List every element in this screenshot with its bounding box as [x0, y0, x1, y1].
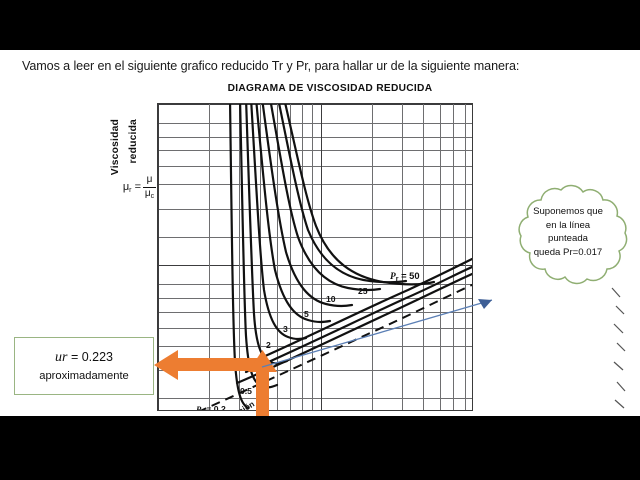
gridline-x-minor	[290, 104, 291, 410]
gridline-x-major	[321, 104, 323, 410]
curve-envelope-lower	[235, 272, 472, 385]
gridline-x-minor	[312, 104, 313, 410]
cloud-callout: Suponemos que en la línea punteada queda…	[498, 183, 638, 305]
curve-envelope-upper	[252, 257, 472, 363]
curve-envelope-mid	[244, 265, 472, 374]
cloud-line-1: Suponemos que	[533, 206, 603, 217]
cloud-line-3: punteada	[547, 233, 588, 245]
curve-label-pr02: Pr = 0.2	[196, 404, 226, 411]
gridline-x-minor	[465, 104, 466, 410]
gridline-y-minor	[158, 184, 472, 185]
curve-label-pr2: 2	[266, 340, 271, 350]
gridline-x-minor	[372, 104, 373, 410]
gridline-x-minor	[209, 104, 210, 410]
curve-label-pr5: 5	[304, 309, 309, 319]
gridline-x-major	[158, 104, 160, 410]
gridline-y-minor	[158, 284, 472, 285]
curve-group	[200, 104, 472, 410]
curve-label-pr3: 3	[283, 324, 288, 334]
gridline-x-minor	[277, 104, 278, 410]
gridline-x-minor	[239, 104, 240, 410]
result-value: = 0.223	[70, 350, 113, 364]
curve-pr50	[284, 104, 436, 286]
gridline-y-minor	[158, 209, 472, 210]
cloud-shape-icon	[518, 184, 628, 285]
gridline-y-10	[158, 104, 472, 106]
gridline-x-minor	[402, 104, 403, 410]
gridline-y-minor	[158, 166, 472, 167]
lead-sentence: Vamos a leer en el siguiente grafico red…	[22, 59, 520, 73]
gridline-y-minor	[158, 150, 472, 151]
result-value-line: ur = 0.223	[55, 350, 113, 366]
cloud-line-4: queda Pr=0.017	[533, 246, 603, 258]
gridline-x-minor	[440, 104, 441, 410]
gridline-y-minor	[158, 137, 472, 138]
gridline-x-minor	[423, 104, 424, 410]
curve-label-pr1: 1	[253, 359, 258, 369]
plot-area: 10 1	[157, 103, 473, 411]
gridline-y-1	[158, 265, 472, 267]
viscosity-chart: DIAGRAMA DE VISCOSIDAD REDUCIDA Viscosid…	[108, 83, 480, 416]
y-axis-label-line2: reducida	[128, 119, 139, 164]
gridline-x-minor	[453, 104, 454, 410]
gridline-x-minor	[302, 104, 303, 410]
curve-pr02	[228, 104, 250, 410]
curve-label-pr25: 25	[358, 286, 368, 296]
curve-pr1	[245, 104, 289, 365]
chart-title: DIAGRAMA DE VISCOSIDAD REDUCIDA	[227, 83, 433, 94]
y-axis-label-line1: Viscosidad	[110, 119, 121, 176]
gridline-y-minor	[158, 370, 472, 371]
curve-label-pr50: Pr = 50	[390, 270, 420, 283]
curve-pr25	[278, 104, 408, 284]
gridline-y-minor	[158, 398, 472, 399]
gridline-y-minor	[158, 237, 472, 238]
curve-label-pr10: 10	[326, 294, 336, 304]
result-callout-box: ur = 0.223 aproximadamente	[14, 337, 154, 395]
curve-pr10	[269, 104, 382, 292]
y-axis-formula: μr = μ μc	[122, 174, 156, 200]
cloud-line-2: en la línea	[545, 219, 591, 231]
cloud-callout-text: Suponemos que en la línea punteada queda…	[512, 205, 624, 259]
curve-label-pr05: 0.5	[240, 386, 252, 396]
result-note: aproximadamente	[39, 370, 129, 382]
result-symbol: ur	[55, 350, 68, 365]
gridline-y-minor	[158, 123, 472, 124]
